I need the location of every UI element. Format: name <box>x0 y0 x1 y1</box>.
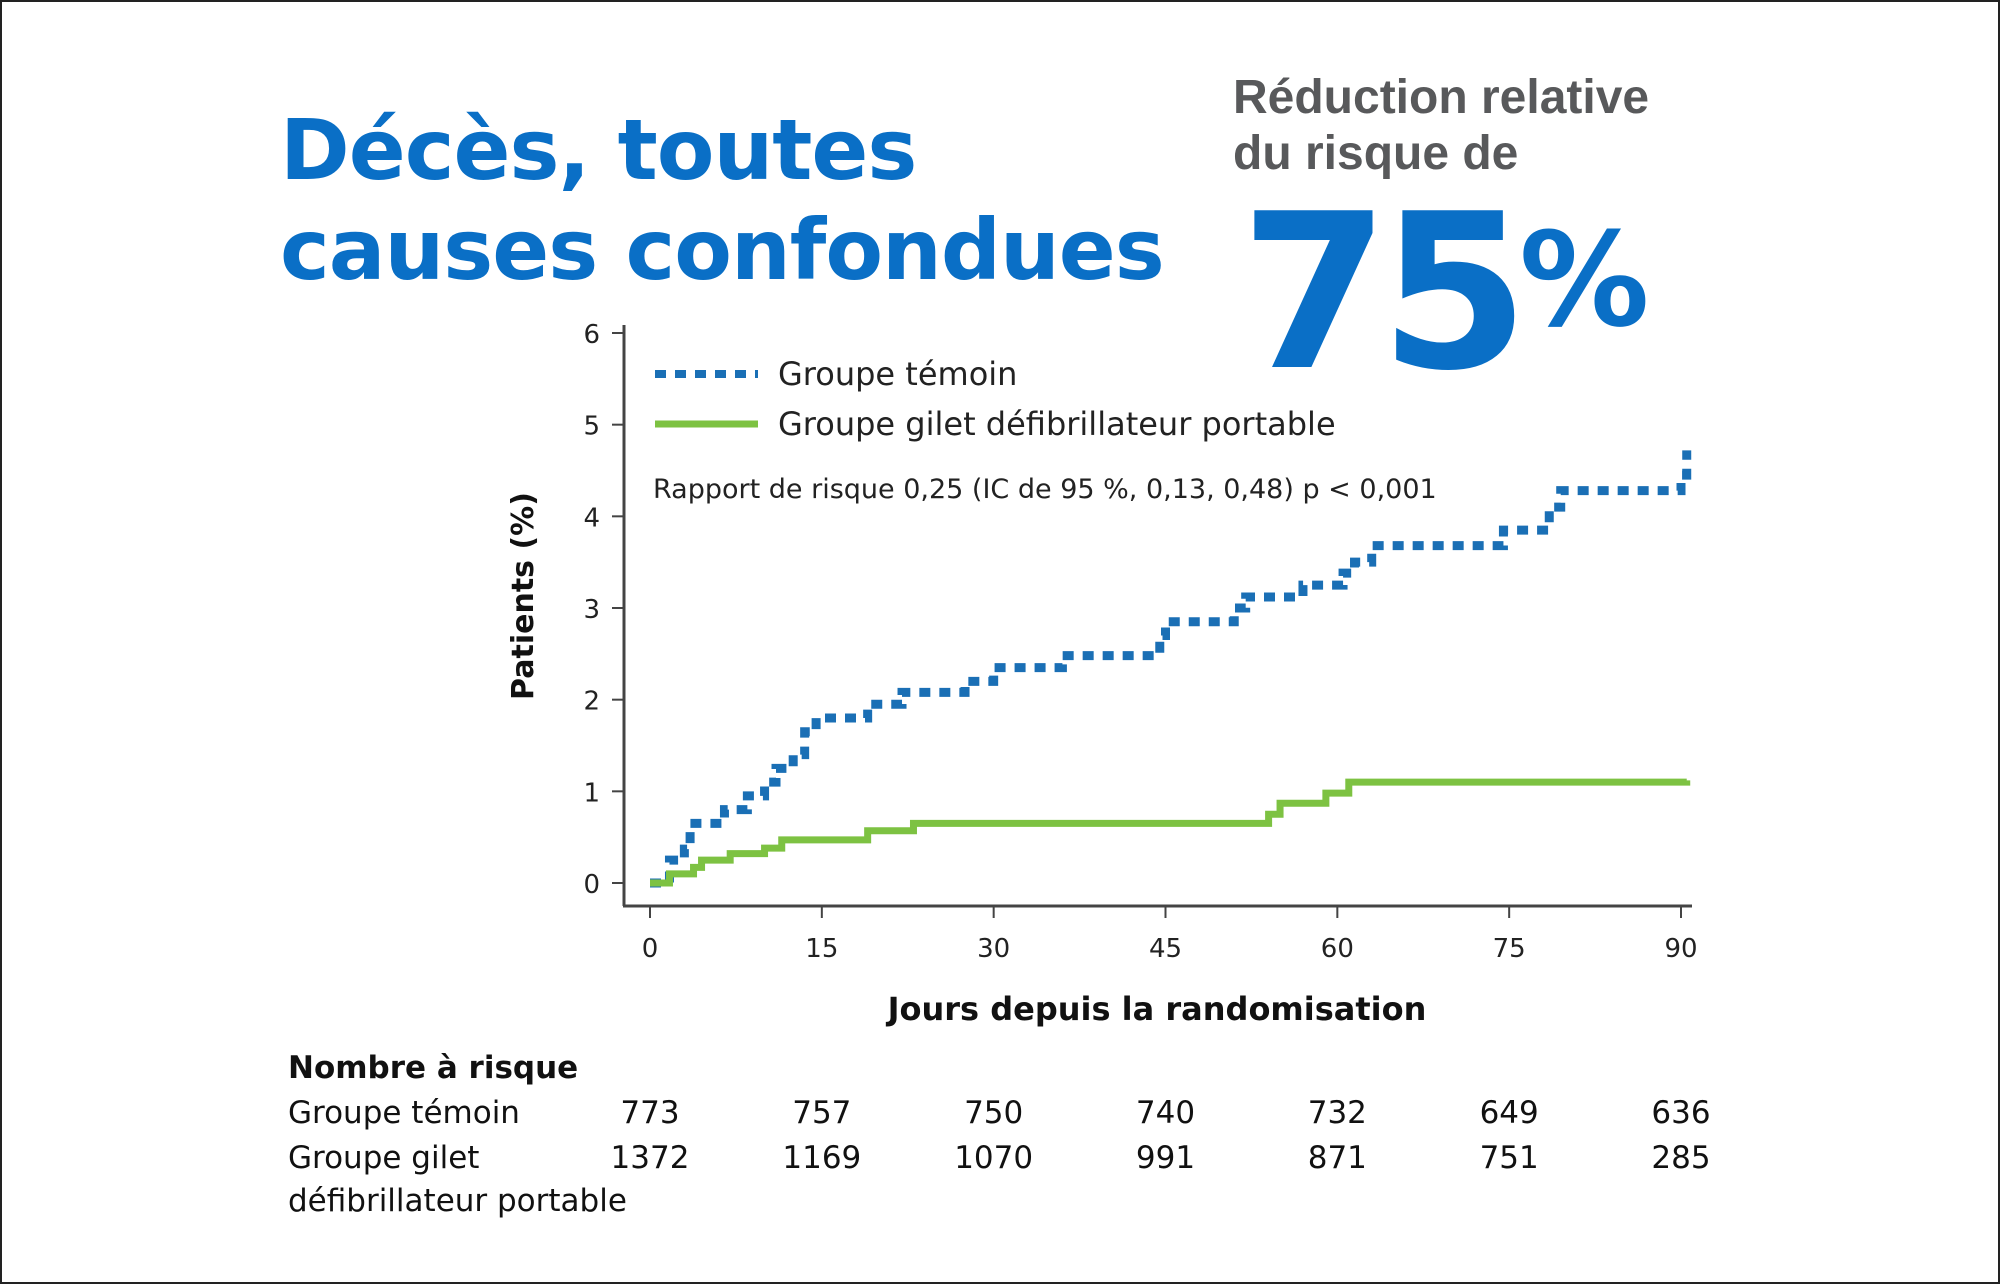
risk-value: 740 <box>1135 1095 1196 1131</box>
x-tick-label: 0 <box>642 934 659 964</box>
highlight-unit: % <box>1519 204 1650 356</box>
series-line-control <box>650 450 1692 888</box>
risk-value: 1169 <box>782 1140 862 1176</box>
y-tick-label: 3 <box>583 595 600 625</box>
risk-value: 750 <box>964 1095 1024 1131</box>
x-axis-label: Jours depuis la randomisation <box>886 990 1427 1028</box>
y-tick-label: 1 <box>583 778 600 808</box>
risk-value: 773 <box>620 1095 680 1131</box>
risk-row-label-control: Groupe témoin <box>288 1095 520 1131</box>
y-tick-label: 6 <box>583 320 600 350</box>
highlight-label-line-2: du risque de <box>1233 127 1519 180</box>
risk-value: 751 <box>1479 1140 1539 1176</box>
highlight-label-line-1: Réduction relative <box>1233 71 1650 124</box>
highlight-value: 75% <box>1240 167 1650 418</box>
risk-value: 757 <box>792 1095 852 1131</box>
x-tick-label: 15 <box>805 934 838 964</box>
legend-label-control: Groupe témoin <box>778 355 1017 393</box>
risk-value: 871 <box>1307 1140 1367 1176</box>
risk-row-label-device-2: défibrillateur portable <box>288 1183 627 1219</box>
risk-value: 1070 <box>954 1140 1034 1176</box>
x-tick-label: 75 <box>1493 934 1526 964</box>
y-tick-label: 4 <box>583 503 600 533</box>
x-tick-label: 30 <box>977 934 1010 964</box>
y-tick-label: 0 <box>583 870 600 900</box>
y-axis-label: Patients (%) <box>506 492 541 700</box>
risk-value: 991 <box>1135 1140 1196 1176</box>
highlight-label: Réduction relative du risque de <box>1233 70 1973 182</box>
annotation-hazard-ratio: Rapport de risque 0,25 (IC de 95 %, 0,13… <box>653 474 1437 505</box>
risk-value: 636 <box>1651 1095 1711 1131</box>
x-tick-label: 60 <box>1321 934 1354 964</box>
risk-value: 1372 <box>610 1140 690 1176</box>
y-tick-label: 2 <box>583 687 600 717</box>
x-tick-label: 90 <box>1664 934 1697 964</box>
risk-value: 649 <box>1479 1095 1539 1131</box>
legend-label-device: Groupe gilet défibrillateur portable <box>778 405 1336 443</box>
highlight-number: 75 <box>1240 167 1529 418</box>
risk-value: 732 <box>1307 1095 1367 1131</box>
risk-row-label-device: Groupe gilet <box>288 1140 480 1176</box>
risk-value: 285 <box>1651 1140 1711 1176</box>
risk-table-title: Nombre à risque <box>288 1050 579 1086</box>
x-tick-label: 45 <box>1149 934 1182 964</box>
series-line-device <box>650 778 1691 887</box>
y-tick-label: 5 <box>583 412 600 442</box>
page-title: Décès, toutes causes confondues <box>280 101 1165 299</box>
